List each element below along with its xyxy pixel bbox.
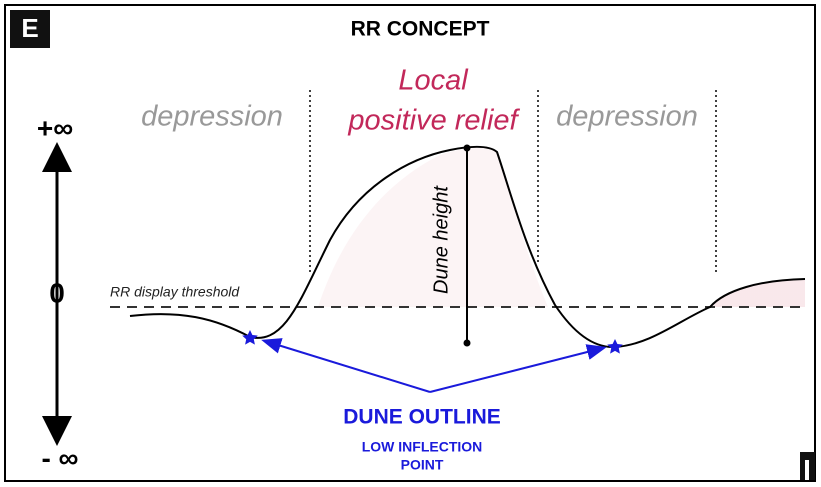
region-left: depression [141, 101, 283, 133]
region-center: Local [398, 65, 469, 97]
dune-fill [318, 147, 548, 307]
outline-subtitle: POINT [401, 457, 444, 473]
inflection-star [242, 330, 258, 345]
outline-arrow [429, 344, 607, 393]
corner-mark [800, 452, 815, 480]
axis-bottom: - ∞ [41, 442, 78, 473]
region-right: depression [556, 101, 698, 133]
dune-profile [129, 145, 806, 349]
dune-fill-right [710, 279, 805, 307]
outline-arrow [261, 338, 431, 393]
height-dot [463, 339, 471, 347]
axis-top: +∞ [37, 112, 73, 143]
inflection-star [607, 339, 623, 354]
panel-box [10, 10, 50, 48]
outline-title: DUNE OUTLINE [343, 406, 501, 429]
outline-subtitle: LOW INFLECTION [362, 439, 483, 455]
frame [4, 4, 816, 482]
region-center: positive relief [347, 105, 520, 137]
threshold-label: RR display threshold [110, 284, 240, 300]
height-dot [463, 144, 471, 152]
axis-middle: 0 [49, 277, 65, 308]
panel-label: E [21, 13, 38, 43]
title: RR CONCEPT [351, 18, 490, 41]
height-label: Dune height [430, 185, 452, 294]
